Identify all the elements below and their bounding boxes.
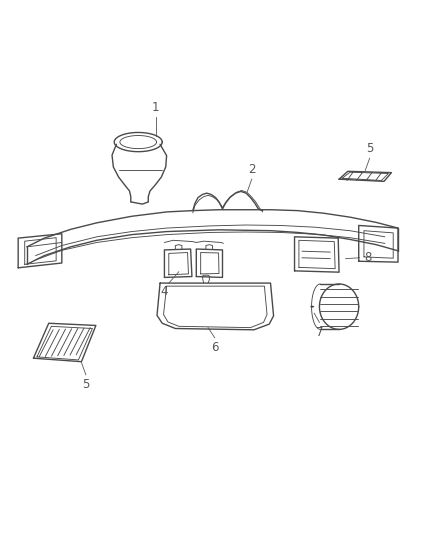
Text: 7: 7 <box>316 326 323 339</box>
Text: 5: 5 <box>366 142 373 155</box>
Text: 2: 2 <box>248 163 255 176</box>
Text: 6: 6 <box>211 341 219 354</box>
Text: 4: 4 <box>161 285 168 298</box>
Text: 8: 8 <box>364 251 371 264</box>
Text: 5: 5 <box>82 378 89 391</box>
Text: 1: 1 <box>152 101 159 114</box>
